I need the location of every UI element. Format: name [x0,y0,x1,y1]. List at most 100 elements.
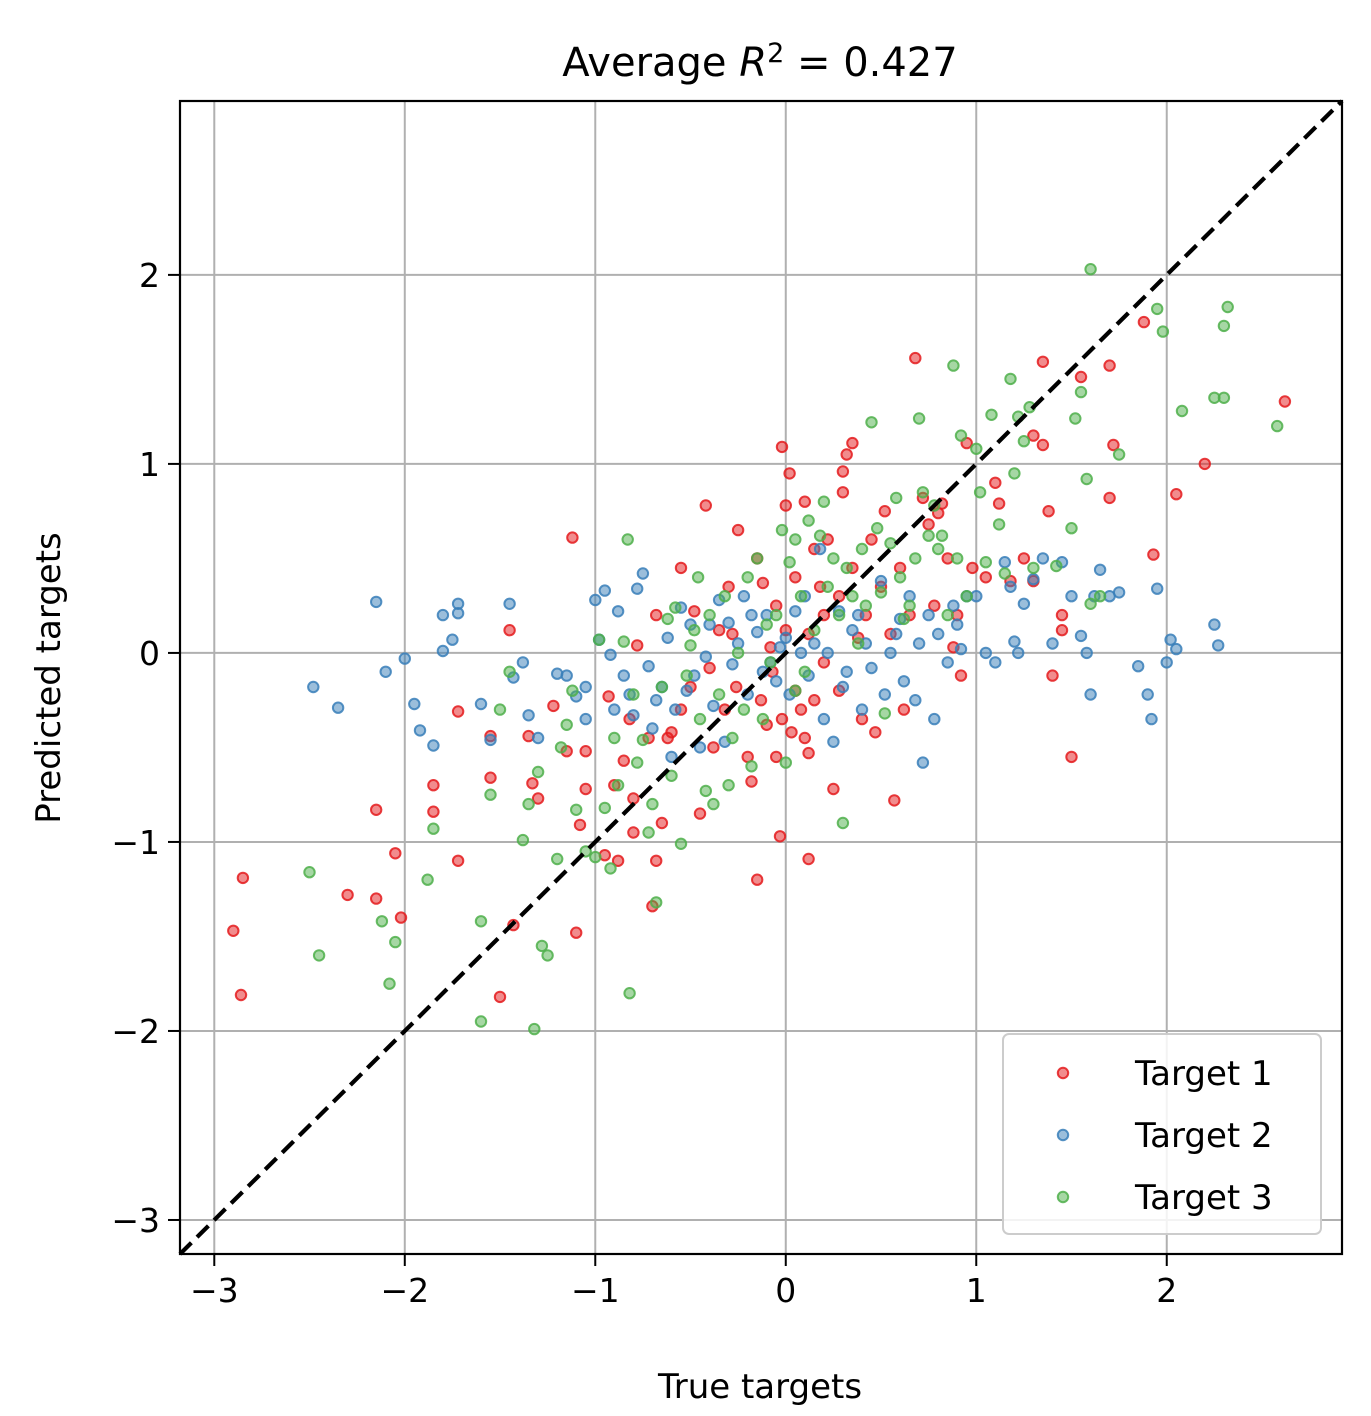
point-target-3 [970,442,983,455]
point-target-3 [623,987,636,1000]
point-target-3 [871,522,884,535]
point-target-3 [718,590,731,603]
point-target-2 [669,703,682,716]
point-target-3 [884,537,897,550]
point-target-3 [551,852,564,866]
point-target-2 [874,574,888,588]
point-target-3 [1050,559,1063,573]
point-target-3 [669,601,682,614]
point-target-2 [1112,586,1126,599]
point-target-2 [1132,660,1145,673]
point-target-1 [798,731,811,745]
point-target-2 [1008,635,1021,648]
point-target-1 [627,792,640,805]
point-target-2 [413,724,427,737]
point-target-3 [383,977,396,990]
point-target-2 [1027,573,1040,586]
point-target-1 [897,703,911,716]
point-target-3 [731,646,745,660]
point-target-1 [846,436,859,450]
point-target-1 [775,440,789,454]
point-target-1 [922,518,935,531]
point-target-2 [427,739,440,752]
point-target-3 [592,633,606,646]
point-target-3 [617,635,630,648]
point-target-3 [909,552,922,565]
point-target-3 [1112,448,1126,461]
point-target-1 [631,639,644,652]
point-target-2 [1170,642,1183,656]
point-target-2 [827,735,840,748]
point-target-1 [665,726,678,739]
point-target-3 [691,571,705,584]
point-target-2 [1093,563,1107,576]
point-target-1 [754,694,768,707]
point-target-3 [1221,300,1234,314]
legend-box [1002,1033,1322,1235]
point-target-1 [493,990,507,1004]
point-target-2 [954,642,968,656]
point-target-1 [389,847,402,860]
point-target-1 [888,794,901,807]
point-target-1 [617,754,630,767]
point-target-1 [707,741,720,754]
point-target-1 [836,486,850,499]
point-target-1 [1055,624,1069,637]
point-target-3 [775,523,789,537]
point-target-2 [912,637,926,650]
point-target-3 [893,571,907,584]
point-target-1 [693,807,707,820]
point-target-3 [802,514,815,527]
point-target-1 [827,782,840,796]
point-target-1 [979,571,992,584]
point-target-1 [836,465,850,478]
point-target-1 [570,926,583,939]
point-target-3 [779,756,792,769]
point-target-3 [608,731,621,745]
point-target-3 [916,486,930,499]
point-target-2 [1004,580,1017,593]
point-target-3 [960,590,973,603]
point-target-1 [751,873,764,886]
point-target-3 [912,412,926,425]
point-target-3 [783,556,796,569]
grid-lines [180,101,1342,1254]
point-target-2 [745,608,758,622]
point-target-1 [611,854,625,867]
point-target-1 [832,590,846,603]
point-target-1 [756,576,770,590]
point-target-3 [1217,319,1231,333]
point-target-2 [1160,656,1173,669]
point-target-2 [331,701,345,714]
point-target-3 [554,741,568,754]
point-target-3 [598,801,611,815]
point-target-3 [770,608,783,622]
point-target-3 [1080,472,1093,486]
point-target-1 [1055,608,1069,622]
point-target-1 [1074,370,1088,384]
point-target-1 [451,854,465,867]
point-target-3 [859,599,872,612]
point-target-1 [484,771,497,784]
point-target-3 [954,429,968,442]
point-target-3 [1004,372,1017,386]
point-target-3 [621,533,634,546]
point-target-1 [703,661,716,675]
point-target-3 [661,612,674,626]
point-target-1 [1103,359,1116,372]
point-target-2 [693,741,707,754]
point-target-2 [726,658,739,671]
y-tick-label: −1 [111,823,160,862]
point-target-3 [531,765,545,779]
point-target-2 [436,644,450,658]
point-target-3 [646,797,659,811]
point-target-3 [985,408,998,421]
point-target-3 [604,862,617,875]
point-target-3 [703,608,716,622]
point-target-1 [840,448,853,461]
point-target-1 [712,624,726,637]
point-target-2 [446,633,459,646]
point-target-3 [642,826,655,839]
point-target-3 [789,684,802,697]
point-target-3 [840,561,853,575]
